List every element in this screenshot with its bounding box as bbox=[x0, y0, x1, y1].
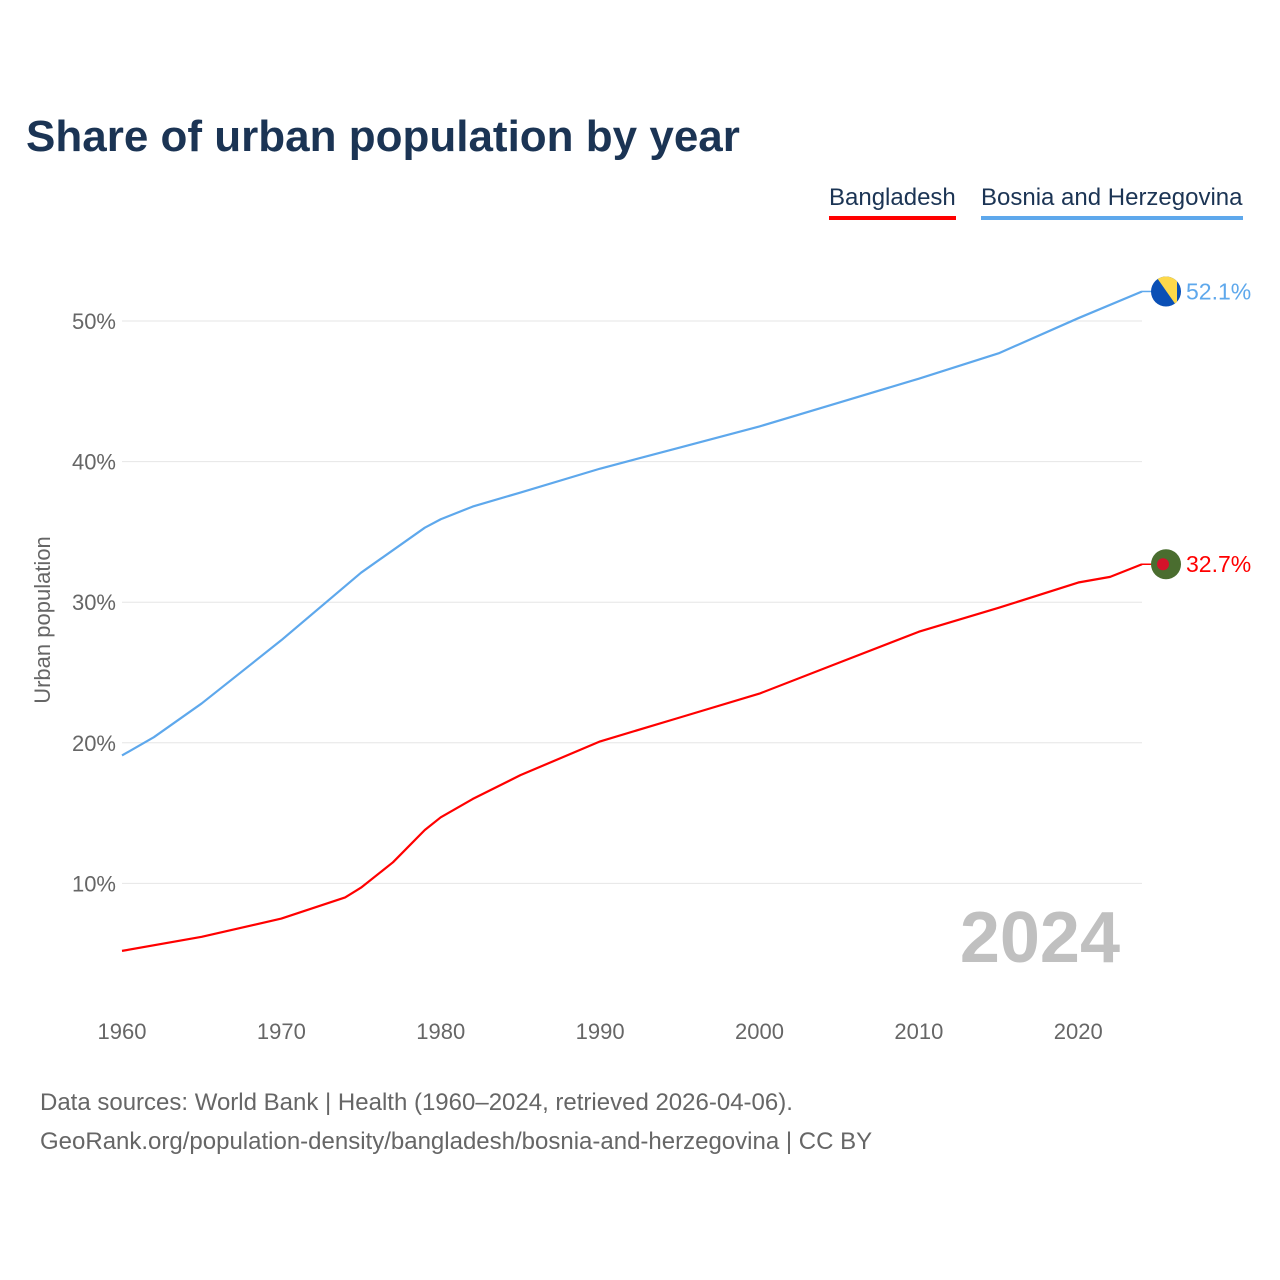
end-value-label: 32.7% bbox=[1186, 551, 1251, 577]
x-tick-label: 1960 bbox=[98, 1019, 147, 1044]
y-axis-label: Urban population bbox=[30, 536, 55, 704]
x-tick-label: 2010 bbox=[894, 1019, 943, 1044]
year-watermark: 2024 bbox=[960, 898, 1120, 978]
source-link[interactable]: GeoRank.org/population-density/banglades… bbox=[40, 1128, 873, 1155]
x-tick-label: 1980 bbox=[416, 1019, 465, 1044]
chart-title: Share of urban population by year bbox=[26, 112, 740, 161]
y-tick-label: 30% bbox=[72, 590, 116, 615]
y-tick-label: 50% bbox=[72, 309, 116, 334]
series-line-bosnia bbox=[121, 290, 1143, 757]
x-tick-label: 1970 bbox=[257, 1019, 306, 1044]
legend-bosnia[interactable]: Bosnia and Herzegovina bbox=[981, 184, 1243, 220]
end-value-label: 52.1% bbox=[1186, 278, 1251, 304]
x-tick-label: 1990 bbox=[576, 1019, 625, 1044]
y-tick-label: 10% bbox=[72, 871, 116, 896]
bosnia-flag-triangle bbox=[1156, 276, 1177, 307]
legend-bangladesh[interactable]: Bangladesh bbox=[829, 184, 956, 220]
x-tick-label: 2020 bbox=[1054, 1019, 1103, 1044]
y-tick-label: 20% bbox=[72, 731, 116, 756]
x-tick-label: 2000 bbox=[735, 1019, 784, 1044]
y-tick-label: 40% bbox=[72, 450, 116, 475]
bangladesh-flag-disc bbox=[1157, 558, 1169, 571]
source-line: Data sources: World Bank | Health (1960–… bbox=[40, 1089, 793, 1116]
series-line-bangladesh bbox=[121, 563, 1143, 952]
